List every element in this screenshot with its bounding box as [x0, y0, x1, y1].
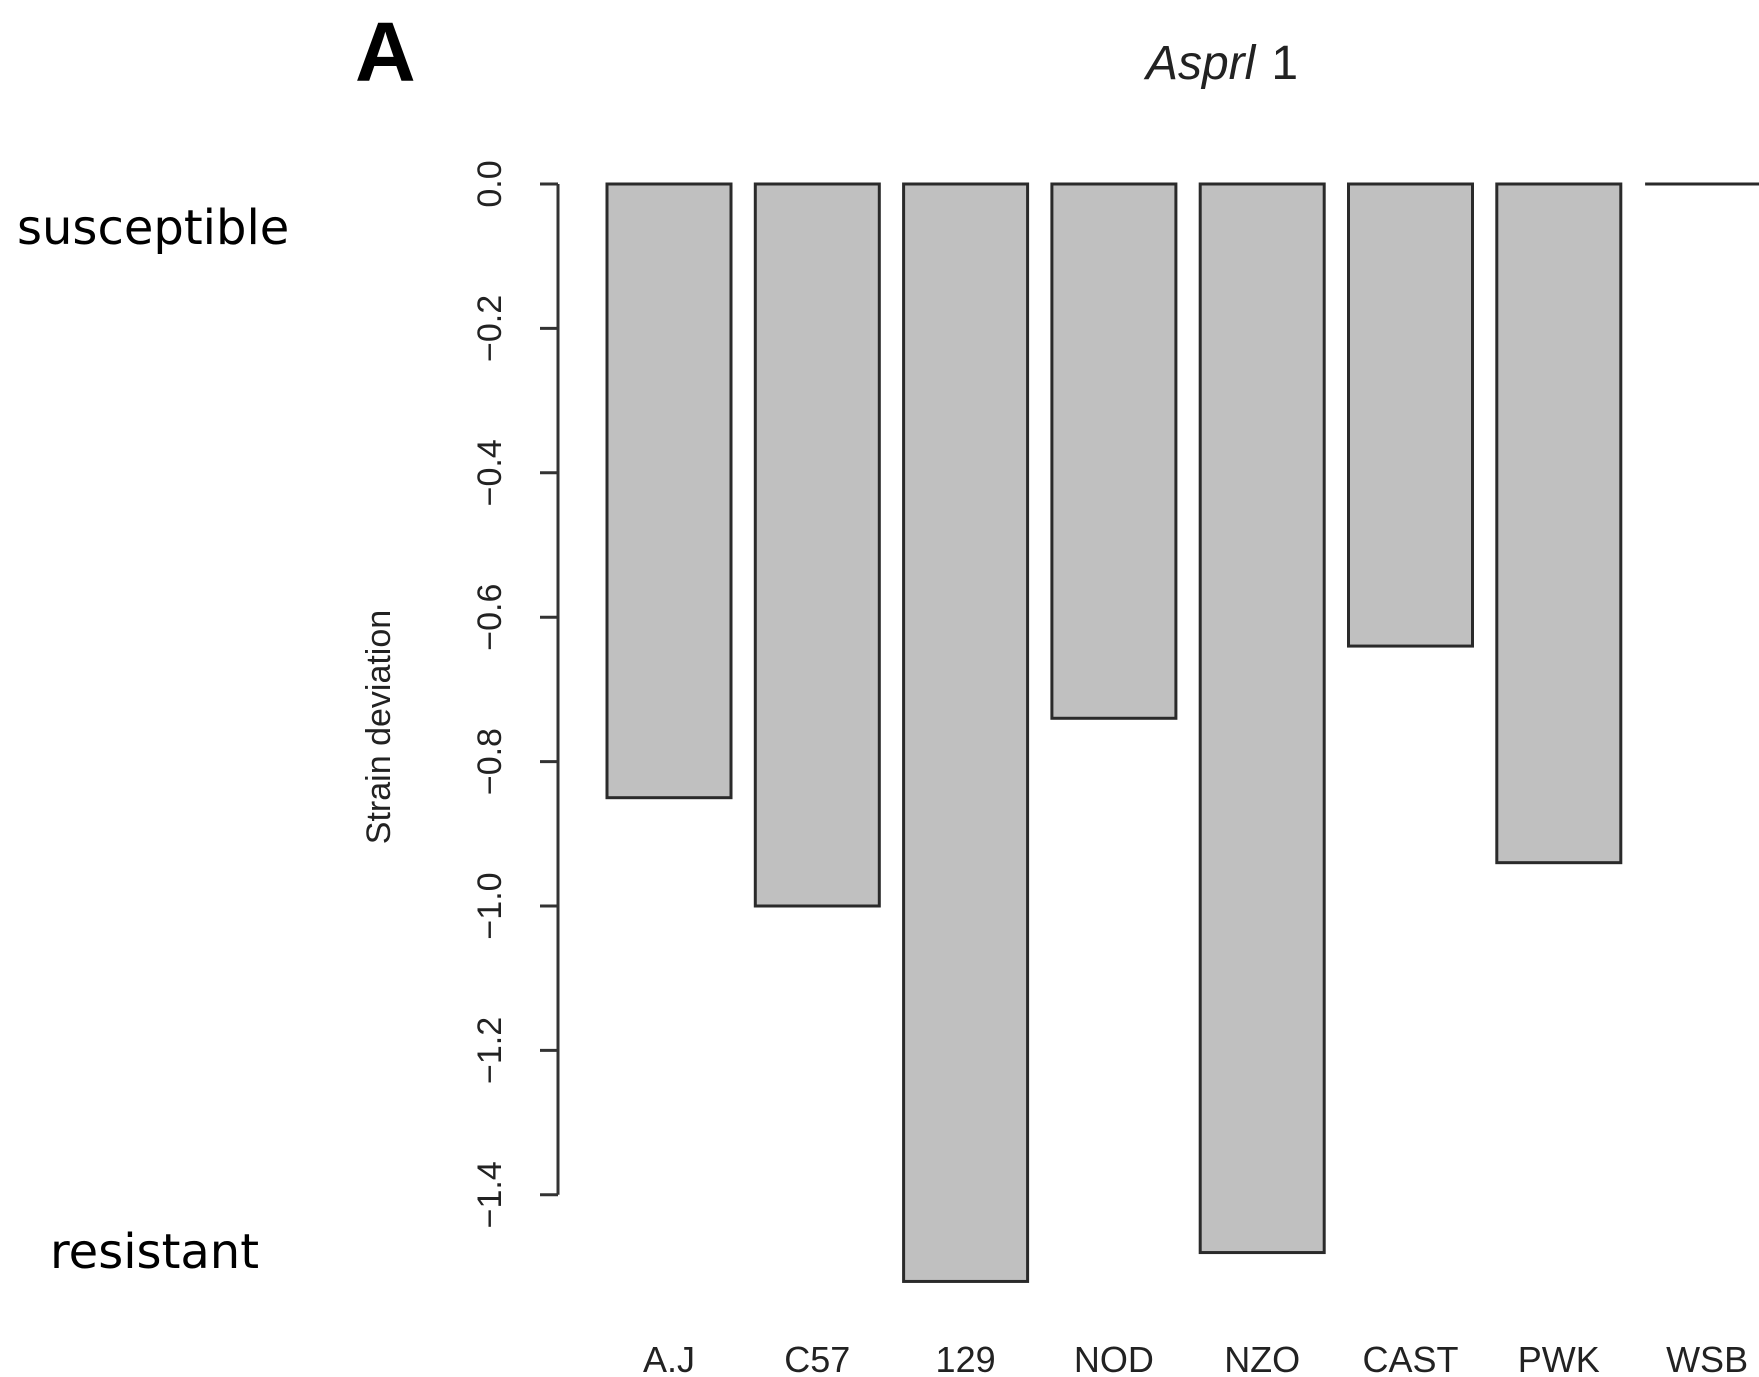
bar-pwk	[1495, 182, 1623, 865]
x-category-label: WSB	[1666, 1339, 1748, 1377]
y-tick-label: −0.8	[471, 728, 509, 795]
x-category-label: C57	[784, 1339, 850, 1377]
x-category-label: PWK	[1518, 1339, 1600, 1377]
bar-c57	[753, 182, 881, 908]
y-tick-label: 0.0	[471, 160, 509, 207]
y-tick-label: −0.2	[471, 295, 509, 362]
x-category-label: NZO	[1224, 1339, 1300, 1377]
chart-title-italic: Asprl	[1143, 37, 1257, 90]
x-category-label: A.J	[643, 1339, 695, 1377]
bar-aj	[605, 182, 733, 800]
x-category-label: NOD	[1074, 1339, 1154, 1377]
y-axis-title: Strain deviation	[360, 610, 398, 844]
x-category-labels: A.J C57 129 NOD NZO CAST PWK WSB	[643, 1339, 1748, 1377]
y-tick-label: −0.4	[471, 439, 509, 506]
y-tick-label: −1.2	[471, 1017, 509, 1084]
bars-group	[605, 182, 1759, 1283]
bar-129	[902, 182, 1030, 1283]
panel-label: A	[355, 5, 416, 99]
chart-title-suffix: 1	[1271, 37, 1298, 90]
bar-nzo	[1198, 182, 1326, 1255]
x-category-label: CAST	[1362, 1339, 1458, 1377]
susceptible-label: susceptible	[17, 200, 289, 256]
bar-nod	[1050, 182, 1178, 720]
y-tick-label: −1.4	[471, 1161, 509, 1228]
bar-cast	[1347, 182, 1474, 648]
y-axis: 0.0 −0.2 −0.4 −0.6 −0.8 −1.0 −1.2 −1.4	[471, 160, 560, 1228]
y-tick-label: −1.0	[471, 872, 509, 939]
resistant-label: resistant	[50, 1224, 259, 1280]
y-tick-label: −0.6	[471, 584, 509, 651]
x-category-label: 129	[936, 1339, 996, 1377]
chart-title: Asprl 1	[1143, 37, 1298, 90]
